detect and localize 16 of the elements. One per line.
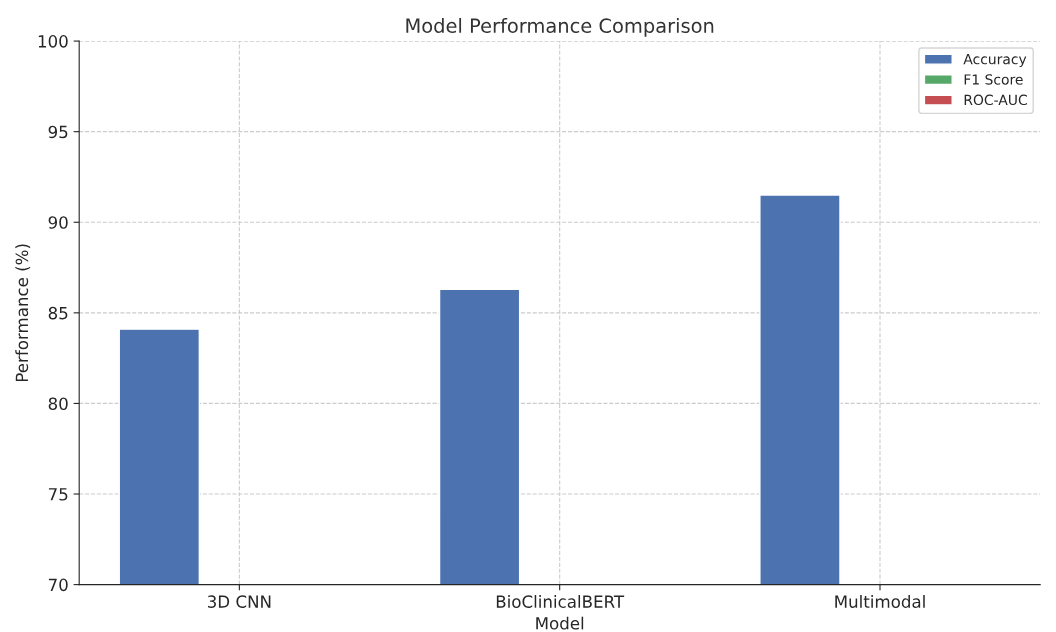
y-tick-label: 85 bbox=[48, 306, 68, 320]
legend-label: Accuracy bbox=[963, 54, 1027, 68]
legend-label: ROC-AUC bbox=[964, 94, 1027, 106]
y-tick-label: 90 bbox=[48, 216, 68, 229]
y-axis-title: Performance (%) bbox=[15, 244, 31, 382]
x-tick-label: 3D CNN bbox=[207, 595, 271, 608]
x-tick-label: BioClinicalBERT bbox=[496, 595, 625, 608]
x-axis-title: Model bbox=[536, 616, 584, 630]
x-tick-label: Multimodal bbox=[835, 595, 925, 608]
y-tick-label: 75 bbox=[48, 488, 68, 501]
chart-title: Model Performance Comparison bbox=[406, 17, 714, 37]
y-tick-label: 70 bbox=[48, 578, 68, 592]
legend-label: F1 Score bbox=[964, 74, 1023, 85]
y-tick-label: 80 bbox=[48, 397, 68, 410]
y-tick-label: 100 bbox=[38, 35, 68, 48]
y-tick-label: 95 bbox=[48, 125, 68, 139]
